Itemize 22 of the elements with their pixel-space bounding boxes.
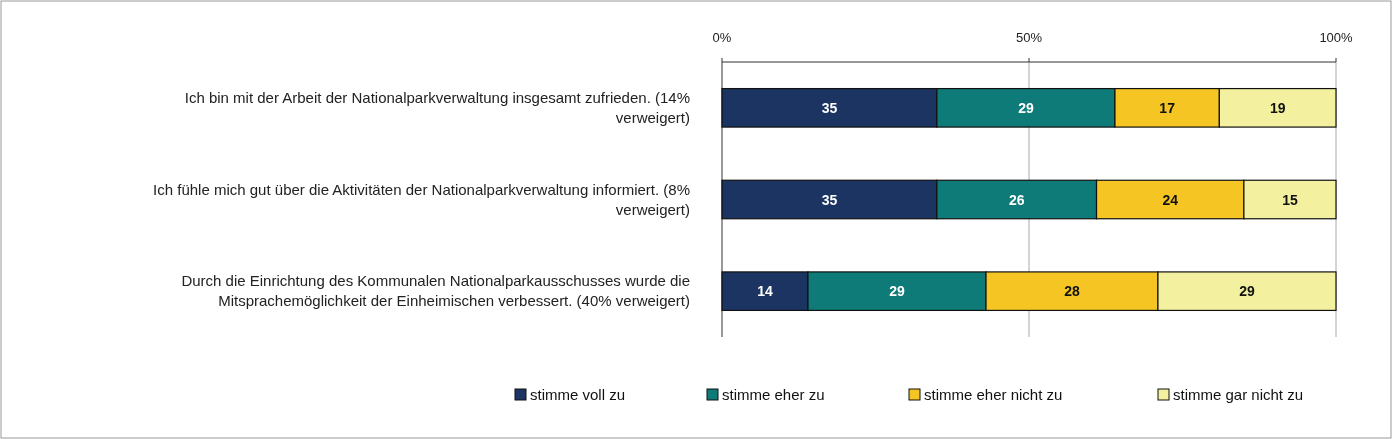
data-label: 28 — [1064, 283, 1080, 300]
x-tick-label: 50% — [1015, 30, 1043, 45]
legend-label: stimme voll zu — [530, 386, 626, 403]
data-label: 19 — [1269, 99, 1286, 116]
x-tick-label: 0% — [712, 30, 732, 45]
x-tick-label: 100% — [1319, 30, 1354, 45]
data-label: 15 — [1282, 191, 1298, 208]
data-label: 24 — [1162, 191, 1179, 208]
legend-label: stimme eher zu — [722, 386, 825, 403]
legend-label: stimme gar nicht zu — [1173, 386, 1304, 403]
y-tick-label: Durch die Einrichtung des Kommunalen Nationalparkausschusses wurde die Mitsprachemöglichkeit der Einheimischen verbessert. (40% verweigert) — [181, 272, 690, 310]
data-label: 29 — [889, 283, 905, 300]
data-label: 26 — [1008, 191, 1025, 208]
data-label: 17 — [1159, 99, 1176, 116]
data-label: 35 — [821, 99, 838, 116]
data-label: 29 — [1018, 99, 1034, 116]
y-tick-label: Ich bin mit der Arbeit der Nationalparkverwaltung insgesamt zufrieden. (14% verweigert) — [184, 88, 690, 126]
data-label: 14 — [757, 283, 773, 300]
data-label: 35 — [821, 191, 838, 208]
data-label: 29 — [1239, 283, 1255, 300]
legend-label: stimme eher nicht zu — [924, 386, 1063, 403]
y-tick-label: Ich fühle mich gut über die Aktivitäten der Nationalparkverwaltung informiert. (8% verweigert) — [153, 180, 690, 218]
